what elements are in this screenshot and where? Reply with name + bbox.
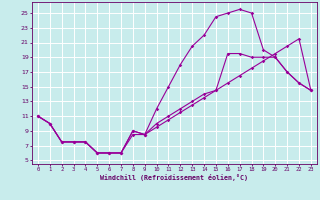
X-axis label: Windchill (Refroidissement éolien,°C): Windchill (Refroidissement éolien,°C) xyxy=(100,174,248,181)
